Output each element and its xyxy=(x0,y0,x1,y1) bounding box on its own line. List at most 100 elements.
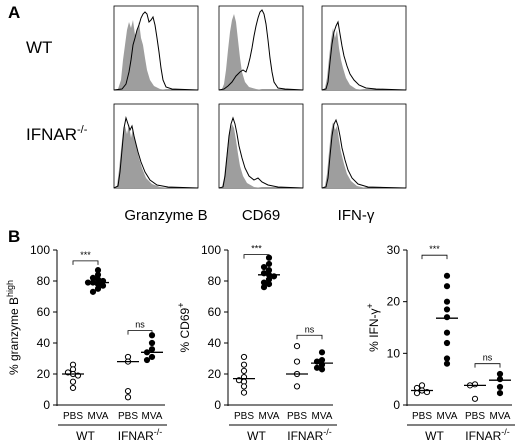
data-point xyxy=(240,361,248,368)
data-point xyxy=(443,283,451,290)
histogram-control-fill xyxy=(219,124,262,188)
column-label-granzyme-b: Granzyme B xyxy=(124,207,207,224)
y-axis-label-text: % granzyme B xyxy=(7,297,21,375)
data-point xyxy=(240,383,248,390)
histogram-sample-line xyxy=(113,11,199,91)
data-point xyxy=(260,263,268,271)
group-label: WT xyxy=(247,429,266,443)
histogram-sample-line xyxy=(218,9,304,91)
histogram-control-fill xyxy=(322,122,366,188)
y-tick-label: 0 xyxy=(214,398,221,412)
category-label: MVA xyxy=(312,411,333,422)
significance-label: *** xyxy=(429,244,440,254)
group-label-text: WT xyxy=(425,429,444,443)
y-tick-label: 30 xyxy=(387,243,401,257)
y-tick-label: 100 xyxy=(201,243,221,257)
data-point xyxy=(148,346,156,353)
y-axis-label-text: % CD69 xyxy=(178,307,192,352)
data-point xyxy=(94,285,102,292)
data-point xyxy=(496,383,504,391)
y-tick-label: 80 xyxy=(37,274,51,288)
dot-plot-2: 0 20 40 60 80 100 % CD69+ PBS MVA PBS MVA WT IFNAR-/… xyxy=(176,243,337,443)
category-label: PBS xyxy=(465,411,485,422)
group-label: WT xyxy=(425,429,444,443)
column-label-cd69: CD69 xyxy=(242,207,280,224)
group-label: IFNAR-/- xyxy=(287,427,332,443)
data-point xyxy=(313,364,321,371)
data-point xyxy=(318,366,326,373)
significance-bracket xyxy=(127,330,153,335)
significance-label: *** xyxy=(80,250,91,260)
significance-label: *** xyxy=(251,244,262,254)
significance-label: ns xyxy=(483,353,493,363)
histogram-control-fill xyxy=(114,20,166,90)
histogram-ifnar-granzyme-b xyxy=(113,103,199,189)
data-point xyxy=(443,314,451,321)
data-point xyxy=(265,260,273,268)
y-axis-label-text: % IFN-γ xyxy=(367,308,381,351)
y-tick-label: 80 xyxy=(208,274,222,288)
group-label: IFNAR-/- xyxy=(465,427,510,443)
y-tick-label: 20 xyxy=(37,367,51,381)
category-label: MVA xyxy=(259,411,280,422)
histogram-sample-line xyxy=(321,118,407,189)
histogram-ifnar-cd69 xyxy=(218,103,304,189)
y-tick-label: 40 xyxy=(208,336,222,350)
data-point xyxy=(443,360,451,367)
y-tick-label: 10 xyxy=(387,346,401,360)
group-label-sup: -/- xyxy=(154,427,163,437)
category-label: PBS xyxy=(234,411,254,422)
row-label-ifnar-sup: -/- xyxy=(77,124,88,136)
data-point xyxy=(240,389,248,396)
y-axis-label-sup: + xyxy=(365,303,375,308)
data-point xyxy=(89,288,97,295)
data-point xyxy=(496,370,504,378)
data-point xyxy=(265,281,273,288)
column-label-ifn-gamma: IFN-γ xyxy=(338,207,375,224)
category-label: PBS xyxy=(287,411,307,422)
histogram-sample-line xyxy=(113,116,199,189)
group-label-text: WT xyxy=(247,429,266,443)
data-point xyxy=(293,343,301,350)
y-tick-label: 60 xyxy=(37,305,51,319)
data-point xyxy=(99,282,107,289)
category-label: PBS xyxy=(412,411,432,422)
significance-label: ns xyxy=(135,320,145,330)
group-label-text: IFNAR xyxy=(118,429,154,443)
histogram-wt-ifn-gamma xyxy=(321,5,407,91)
data-point xyxy=(69,378,77,385)
data-point xyxy=(148,353,156,361)
significance-label: ns xyxy=(305,324,315,334)
data-point xyxy=(148,332,156,339)
data-point xyxy=(443,306,451,313)
histogram-control-fill xyxy=(219,14,262,90)
data-point xyxy=(496,376,504,383)
data-point xyxy=(443,298,451,305)
dot-plot-1: 0 20 40 60 80 100 % granzyme Bhigh PBS MVA PBS MVA… xyxy=(5,243,167,443)
group-label: WT xyxy=(76,429,95,443)
y-tick-label: 0 xyxy=(393,398,400,412)
data-point xyxy=(443,329,451,336)
y-tick-label: 0 xyxy=(43,398,50,412)
data-point xyxy=(293,383,301,390)
category-label: MVA xyxy=(490,411,511,422)
y-axis-label: % granzyme Bhigh xyxy=(5,280,21,375)
y-tick-label: 40 xyxy=(37,336,51,350)
data-point xyxy=(124,387,132,395)
category-label: PBS xyxy=(118,411,138,422)
data-point xyxy=(418,382,426,389)
data-point xyxy=(471,395,479,402)
data-point xyxy=(240,367,248,374)
data-point xyxy=(443,272,451,279)
data-point xyxy=(69,384,77,392)
group-label-sup: -/- xyxy=(323,427,332,437)
panel-b-letter: B xyxy=(8,227,20,246)
category-label: MVA xyxy=(437,411,458,422)
histogram-wt-granzyme-b xyxy=(113,5,199,91)
data-point xyxy=(496,390,504,397)
category-label: MVA xyxy=(142,411,163,422)
data-point xyxy=(471,381,479,388)
significance-bracket xyxy=(296,334,323,340)
